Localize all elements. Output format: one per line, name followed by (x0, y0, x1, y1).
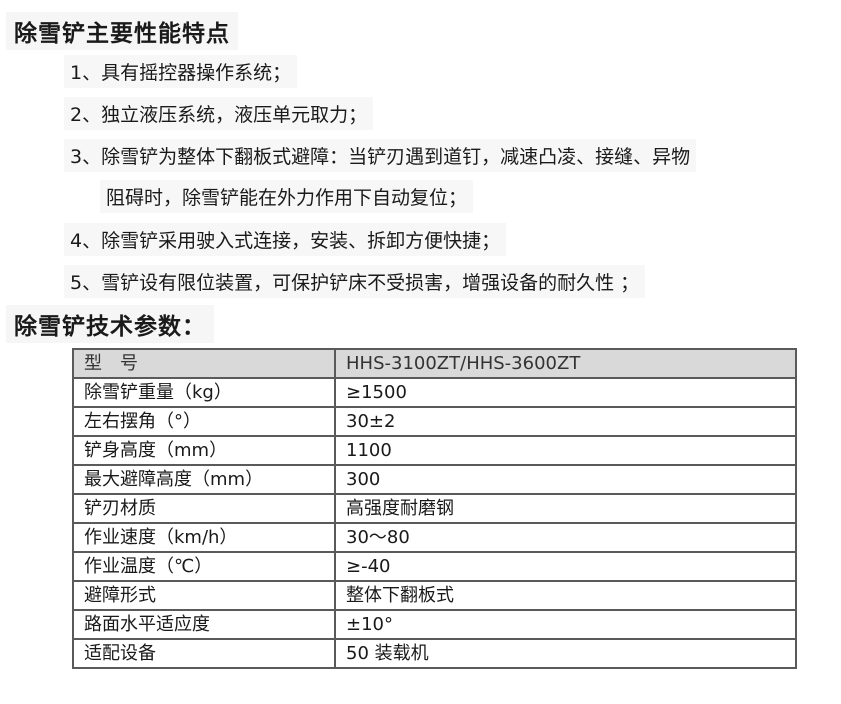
table-row: 除雪铲重量（kg） ≥1500 (72, 377, 797, 408)
spec-value: 30～80 (334, 522, 797, 553)
feature-item: 2、独立液压系统，液压单元取力； (64, 97, 374, 130)
spec-key: 铲身高度（mm） (72, 435, 336, 466)
spec-key: 作业速度（km/h） (72, 522, 336, 553)
table-row: 适配设备 50 装载机 (72, 638, 797, 669)
spec-key: 左右摆角（°） (72, 406, 336, 437)
spec-value: 30±2 (334, 406, 797, 437)
spec-key: 适配设备 (72, 638, 336, 669)
spec-key: 路面水平适应度 (72, 609, 336, 640)
table-header-row: 型 号 HHS-3100ZT/HHS-3600ZT (72, 348, 797, 379)
table-row: 作业温度（℃） ≥-40 (72, 551, 797, 582)
table-row: 路面水平适应度 ±10° (72, 609, 797, 640)
features-heading: 除雪铲主要性能特点 (6, 12, 238, 50)
feature-item: 1、具有摇控器操作系统； (64, 55, 298, 88)
spec-value: 300 (334, 464, 797, 495)
spec-value: 高强度耐磨钢 (334, 493, 797, 524)
spec-key: 最大避障高度（mm） (72, 464, 336, 495)
spec-key: 铲刃材质 (72, 493, 336, 524)
table-row: 最大避障高度（mm） 300 (72, 464, 797, 495)
spec-value: 1100 (334, 435, 797, 466)
spec-value: ±10° (334, 609, 797, 640)
spec-value: ≥1500 (334, 377, 797, 408)
header-value: HHS-3100ZT/HHS-3600ZT (334, 348, 797, 379)
header-key: 型 号 (72, 348, 336, 379)
table-row: 铲刃材质 高强度耐磨钢 (72, 493, 797, 524)
table-row: 左右摆角（°） 30±2 (72, 406, 797, 437)
table-row: 作业速度（km/h） 30～80 (72, 522, 797, 553)
specs-table: 型 号 HHS-3100ZT/HHS-3600ZT 除雪铲重量（kg） ≥1500… (72, 348, 797, 669)
table-row: 铲身高度（mm） 1100 (72, 435, 797, 466)
spec-value: 50 装载机 (334, 638, 797, 669)
spec-value: 整体下翻板式 (334, 580, 797, 611)
feature-item: 3、除雪铲为整体下翻板式避障：当铲刃遇到道钉，减速凸凌、接缝、异物 (64, 139, 697, 172)
spec-key: 作业温度（℃） (72, 551, 336, 582)
table-row: 避障形式 整体下翻板式 (72, 580, 797, 611)
feature-item: 4、除雪铲采用驶入式连接，安装、拆卸方便快捷； (64, 223, 507, 256)
spec-value: ≥-40 (334, 551, 797, 582)
spec-key: 避障形式 (72, 580, 336, 611)
spec-key: 除雪铲重量（kg） (72, 377, 336, 408)
specs-heading: 除雪铲技术参数： (6, 305, 214, 343)
feature-item-continuation: 阻碍时，除雪铲能在外力作用下自动复位； (100, 180, 474, 213)
feature-item: 5、雪铲设有限位装置，可保护铲床不受损害，增强设备的耐久性 ； (64, 265, 646, 298)
